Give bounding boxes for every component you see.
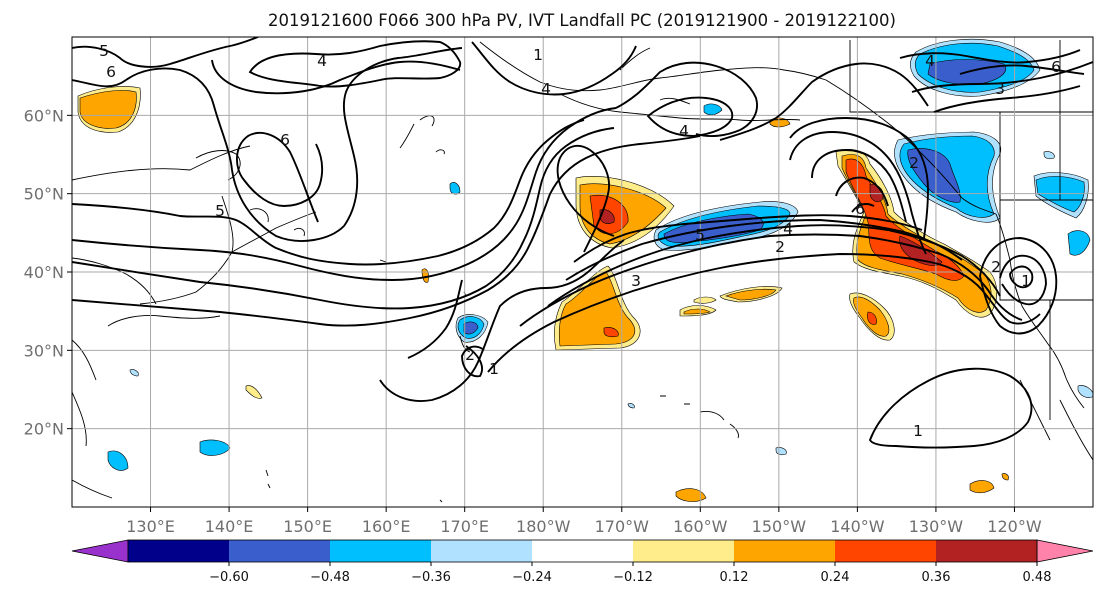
lon-label: 140°E	[205, 517, 254, 536]
contour-label: 2	[465, 346, 475, 364]
lat-label: 60°N	[24, 106, 64, 125]
contour-label: 4	[783, 220, 793, 238]
contour-label: 4	[541, 80, 551, 98]
lon-label: 130°E	[126, 517, 175, 536]
lat-label: 40°N	[24, 263, 64, 282]
colorbar-segment	[633, 540, 735, 562]
contour-label: 4	[679, 122, 689, 140]
lat-label: 20°N	[24, 420, 64, 439]
contour-label: 1	[1021, 272, 1031, 290]
colorbar-tick-label: 0.48	[1023, 570, 1052, 585]
colorbar-frame	[127, 539, 1038, 563]
colorbar-tick-label: −0.48	[310, 570, 350, 585]
colorbar-tick-label: −0.36	[411, 570, 451, 585]
longitude-labels: 130°E 140°E 150°E 160°E 170°E 180°W 170°W 160°W…	[126, 507, 1042, 536]
map-area	[72, 37, 1093, 507]
colorbar-tick-label: −0.60	[209, 570, 249, 585]
colorbar-tick-label: −0.12	[613, 570, 653, 585]
lon-label: 150°E	[283, 517, 332, 536]
contour-label: 1	[489, 360, 499, 378]
contour-label: 2	[991, 258, 1001, 276]
lon-label: 170°E	[440, 517, 489, 536]
pv-contours	[72, 37, 1093, 449]
colorbar-tick-label: 0.24	[821, 570, 850, 585]
contour-label: 4	[925, 52, 935, 70]
contour-label: 2	[909, 154, 919, 172]
colorbar-segment	[936, 540, 1038, 562]
contour-label: 2	[775, 238, 785, 256]
colorbar-segment	[835, 540, 937, 562]
contour-label: 5	[215, 202, 225, 220]
lon-label: 160°E	[362, 517, 411, 536]
latitude-labels: 60°N 50°N 40°N 30°N 20°N	[24, 106, 72, 439]
lon-label: 170°W	[595, 517, 650, 536]
lon-label: 180°W	[516, 517, 571, 536]
contour-label: 6	[1051, 58, 1061, 76]
colorbar-segment	[734, 540, 836, 562]
colorbar-segment	[229, 540, 331, 562]
colorbar-extend-high	[1036, 539, 1094, 563]
colorbar-segment	[128, 540, 230, 562]
graticule	[72, 37, 1093, 507]
contour-label: 4	[317, 52, 327, 70]
contour-label: 3	[995, 80, 1005, 98]
contour-label: 1	[533, 46, 543, 64]
colorbar-extend-low	[71, 539, 129, 563]
colorbar-segment	[532, 540, 634, 562]
colorbar-segment	[330, 540, 432, 562]
lon-label: 130°W	[909, 517, 964, 536]
lon-label: 150°W	[752, 517, 807, 536]
contour-label: 6	[280, 131, 290, 149]
coastlines	[72, 40, 1093, 503]
lat-label: 30°N	[24, 341, 64, 360]
colorbar-tick-label: −0.24	[512, 570, 552, 585]
pv-contour-labels: 5 6 4 1 4 6 5 4 5 2 3 2 1 6 2 4 1 6 3 4 …	[99, 42, 1061, 440]
contour-label: 5	[695, 226, 705, 244]
contour-label: 5	[99, 42, 109, 60]
contour-label: 3	[631, 272, 641, 290]
figure-title: 2019121600 F066 300 hPa PV, IVT Landfall…	[268, 11, 896, 30]
colorbar: −0.60 −0.48 −0.36 −0.24 −0.12 0.12 0.24 0.36 0.4…	[71, 539, 1094, 585]
lon-label: 120°W	[987, 517, 1042, 536]
lon-label: 160°W	[673, 517, 728, 536]
contour-label: 6	[855, 200, 865, 218]
contour-label: 1	[913, 422, 923, 440]
colorbar-tick-label: 0.12	[720, 570, 749, 585]
colorbar-tick-label: 0.36	[922, 570, 951, 585]
contour-label: 6	[106, 63, 116, 81]
colorbar-segment	[431, 540, 533, 562]
lon-label: 140°W	[830, 517, 885, 536]
lat-label: 50°N	[24, 185, 64, 204]
